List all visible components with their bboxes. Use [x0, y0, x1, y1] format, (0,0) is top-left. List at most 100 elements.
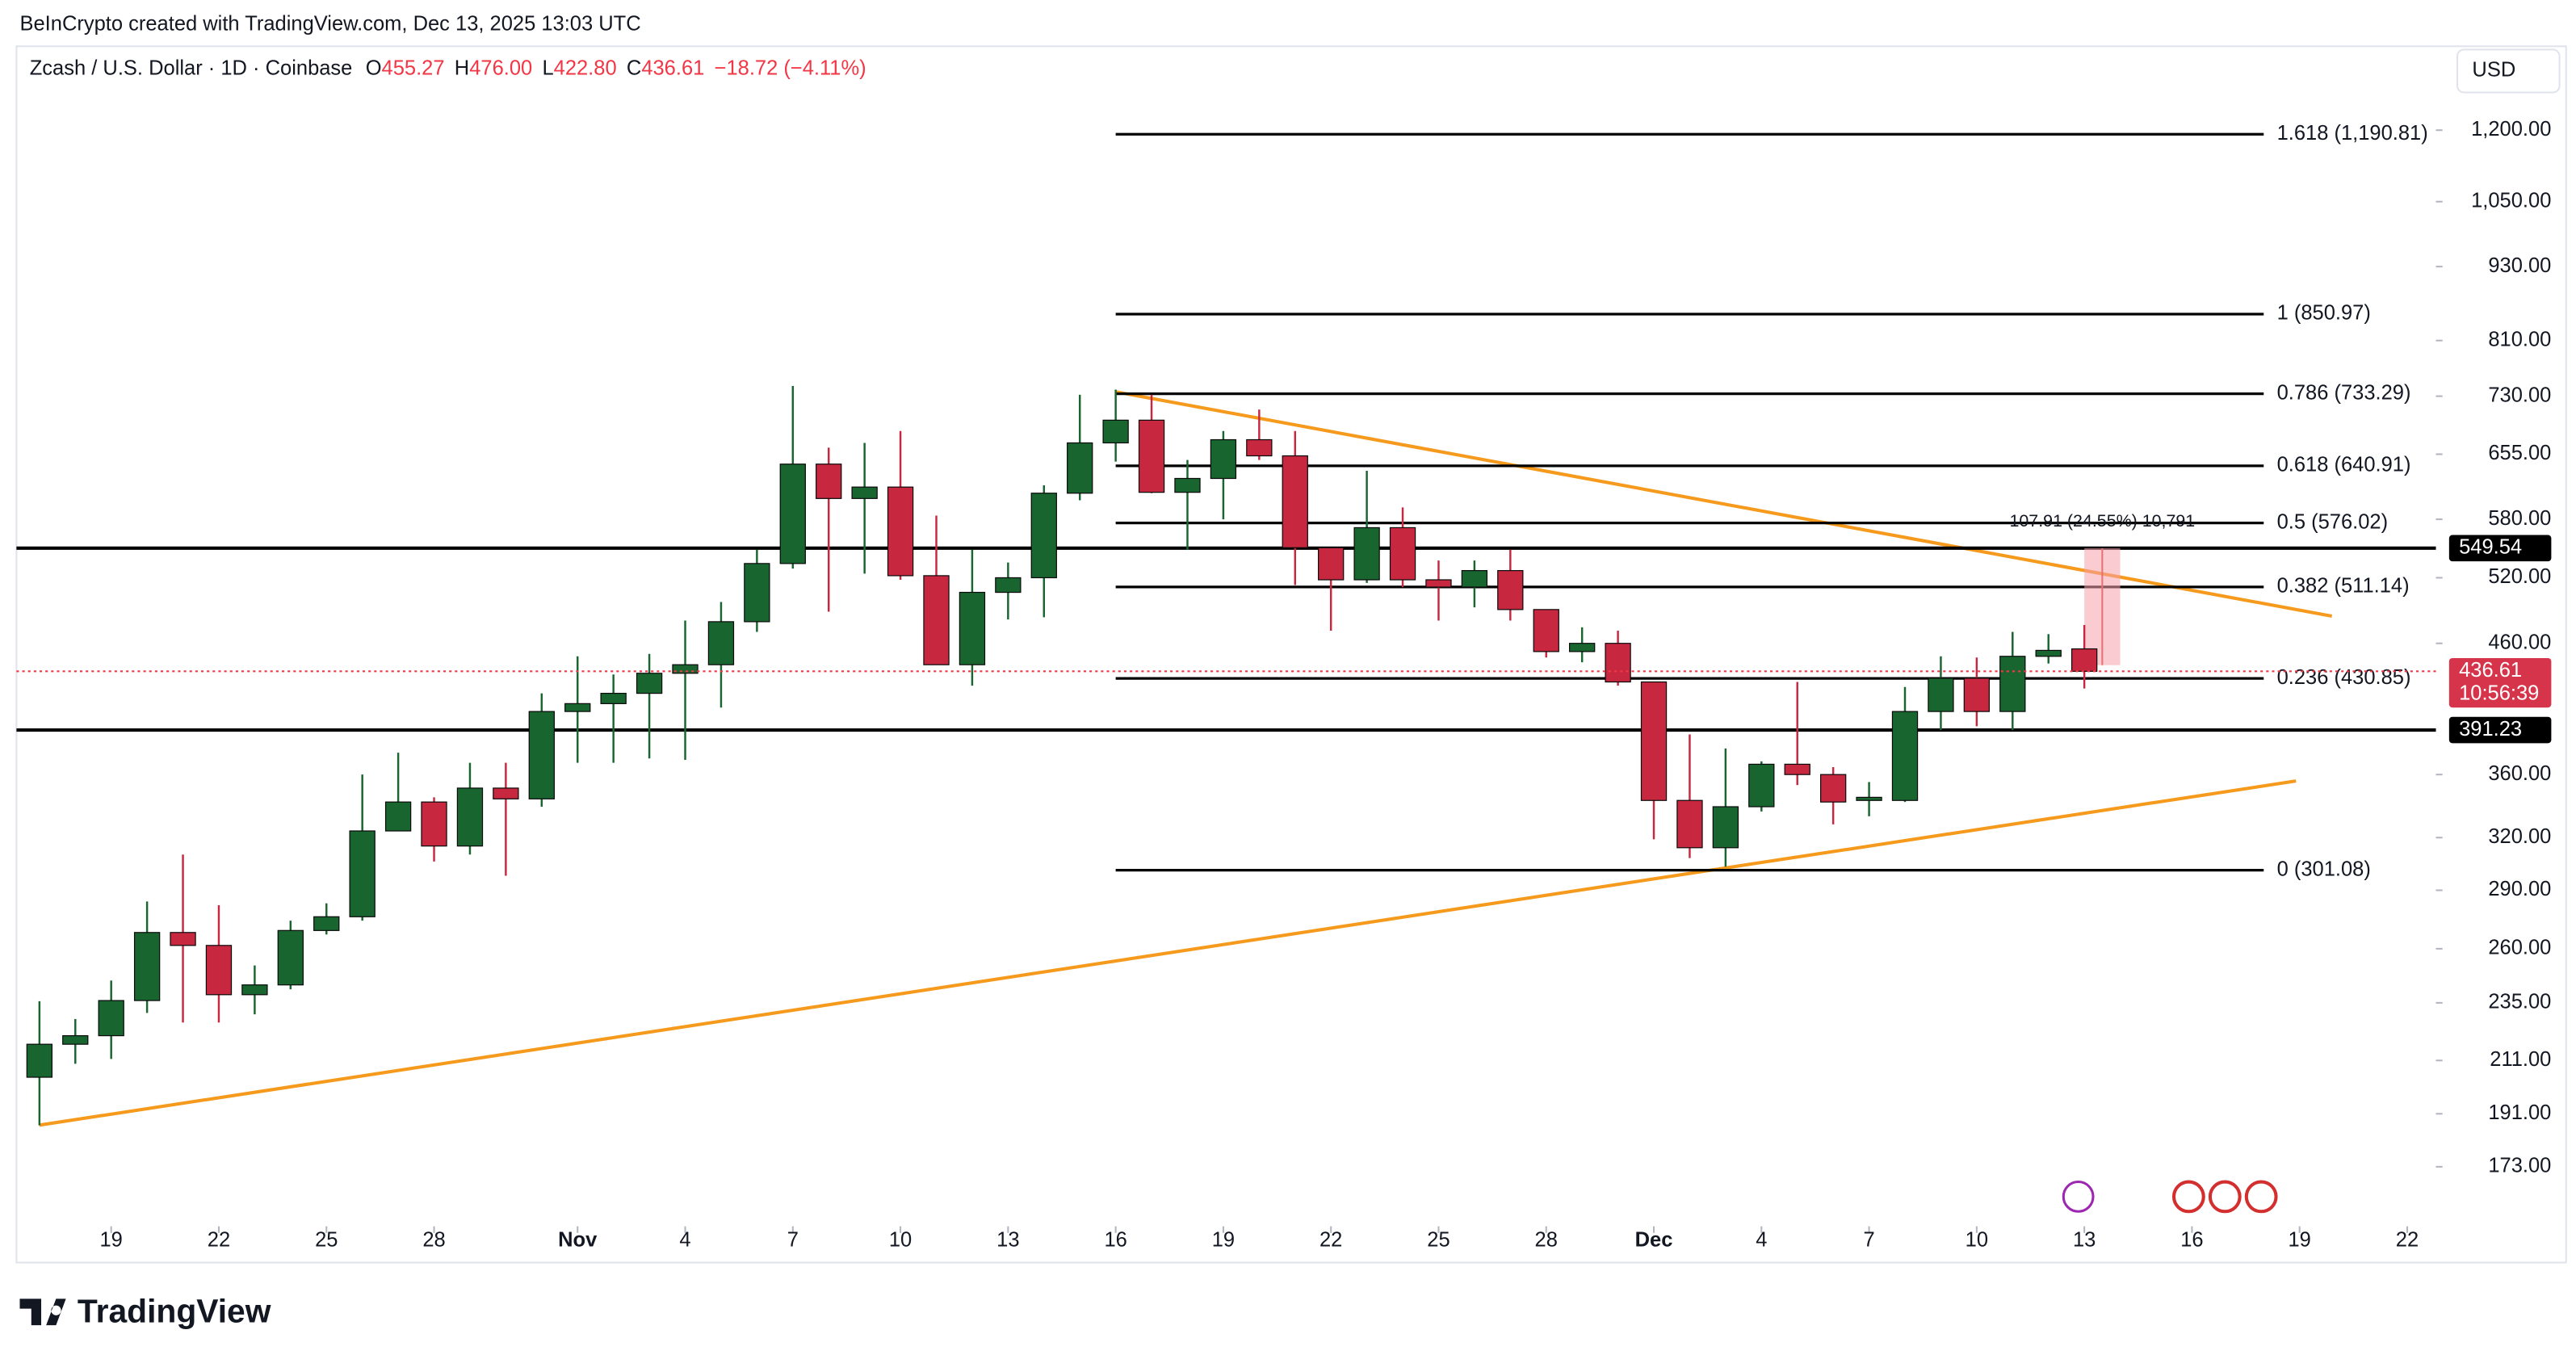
candle-body [493, 787, 519, 799]
level-label: 549.54 [2459, 536, 2522, 559]
candle-body [456, 787, 484, 847]
y-tick-label: 1,050.00 [2471, 189, 2551, 212]
x-tick-label: 7 [1863, 1229, 1874, 1252]
candle-body [1640, 681, 1668, 801]
x-tick-label: 22 [208, 1229, 230, 1252]
x-tick-label: 22 [2396, 1229, 2419, 1252]
candle-body [1174, 477, 1201, 493]
candle-body [62, 1034, 89, 1045]
candle-body [205, 945, 233, 996]
trendline [1115, 390, 2333, 619]
brand: TradingView [78, 1293, 271, 1330]
candle-body [779, 464, 806, 564]
y-tick-label: 460.00 [2488, 631, 2551, 653]
icon [2208, 1180, 2242, 1214]
candle-body [528, 711, 555, 799]
x-tick-label: 22 [1319, 1229, 1342, 1252]
y-tick-label: 520.00 [2488, 565, 2551, 588]
candle-body [564, 703, 591, 712]
candle-body [277, 929, 304, 986]
candle-body [1676, 799, 1703, 849]
ohlc-value: 422.80 [554, 57, 617, 80]
candle-body [636, 673, 663, 694]
fib-label: 0.5 (576.02) [2277, 510, 2389, 533]
ohlc-value: 436.61 [641, 57, 704, 80]
candle-body [1497, 569, 1524, 610]
candle-body [170, 932, 196, 946]
x-tick-label: 19 [1212, 1229, 1235, 1252]
candle-body [1318, 547, 1345, 581]
event-icons [2062, 1180, 2278, 1214]
candle-body [1819, 774, 1847, 803]
ohlc-value: 455.27 [382, 57, 445, 80]
ohlc-key: O [366, 57, 382, 80]
y-tick-label: 360.00 [2488, 762, 2551, 785]
x-tick-label: Nov [558, 1229, 598, 1252]
candle-body [1928, 678, 1954, 712]
y-tick-label: 235.00 [2488, 991, 2551, 1013]
countdown: 10:56:39 [2459, 682, 2539, 705]
y-tick-label: 810.00 [2488, 328, 2551, 350]
candle-body [1425, 579, 1452, 588]
candle-body [995, 577, 1022, 594]
candle-body [959, 591, 986, 665]
candle-body [313, 916, 340, 931]
candle-body [707, 621, 735, 665]
candle-body [1389, 526, 1416, 581]
currency-button[interactable] [2456, 48, 2561, 94]
fib-label: 0.786 (733.29) [2277, 381, 2411, 404]
candle-body [1102, 419, 1129, 444]
y-tick-label: 260.00 [2488, 937, 2551, 959]
symbol: Zcash / U.S. Dollar · 1D · Coinbase [30, 57, 353, 80]
x-tick-label: 13 [2073, 1229, 2096, 1252]
x-tick-label: 4 [679, 1229, 690, 1252]
fib-label: 0 (301.08) [2277, 858, 2371, 880]
candle-body [2035, 649, 2062, 657]
y-tick-label: 191.00 [2488, 1101, 2551, 1124]
x-tick-label: 4 [1756, 1229, 1767, 1252]
x-tick-label: Dec [1635, 1229, 1673, 1252]
last-price-tag [2448, 657, 2552, 708]
candle-body [816, 464, 842, 499]
level-label: 391.23 [2459, 718, 2522, 740]
candle-body [1246, 438, 1273, 457]
ohlc-value: 476.00 [469, 57, 532, 80]
y-tick-label: 1,200.00 [2471, 118, 2551, 141]
x-tick-label: 25 [1427, 1229, 1450, 1252]
x-tick-label: 16 [1104, 1229, 1126, 1252]
candle-body [1712, 806, 1739, 849]
candle-body [672, 664, 699, 674]
y-tick-label: 320.00 [2488, 825, 2551, 848]
attribution: BeInCrypto created with TradingView.com,… [19, 13, 640, 36]
candle-body [1210, 438, 1237, 480]
candle-body [1605, 643, 1631, 683]
y-tick-label: 290.00 [2488, 878, 2551, 900]
y-tick-label: 730.00 [2488, 384, 2551, 406]
candle-body [744, 563, 770, 623]
y-tick-label: 655.00 [2488, 442, 2551, 464]
level-tag [2448, 716, 2552, 744]
candle-body [1353, 526, 1380, 581]
candle-body [1748, 763, 1775, 808]
candle-body [384, 801, 412, 832]
x-tick-label: 10 [1966, 1229, 1988, 1252]
x-tick-label: 25 [315, 1229, 338, 1252]
candle-body [98, 1000, 124, 1037]
last-price-label: 436.61 [2459, 659, 2522, 682]
ohlc-key: L [542, 57, 553, 80]
candle-body [600, 692, 627, 704]
candle-body [133, 932, 161, 1001]
candle-body [1533, 609, 1559, 652]
icon [2062, 1180, 2095, 1213]
candle-body [1067, 442, 1093, 494]
currency[interactable]: USD [2472, 59, 2515, 82]
x-tick-label: 10 [889, 1229, 912, 1252]
ohlc-key: C [627, 57, 641, 80]
candle-body [1461, 569, 1488, 588]
fib-label: 0.382 (511.14) [2277, 575, 2410, 598]
x-tick-label: 28 [422, 1229, 445, 1252]
candle-body [923, 575, 950, 665]
candle-body [887, 486, 914, 577]
brand-logo: TradingView [19, 1293, 271, 1330]
